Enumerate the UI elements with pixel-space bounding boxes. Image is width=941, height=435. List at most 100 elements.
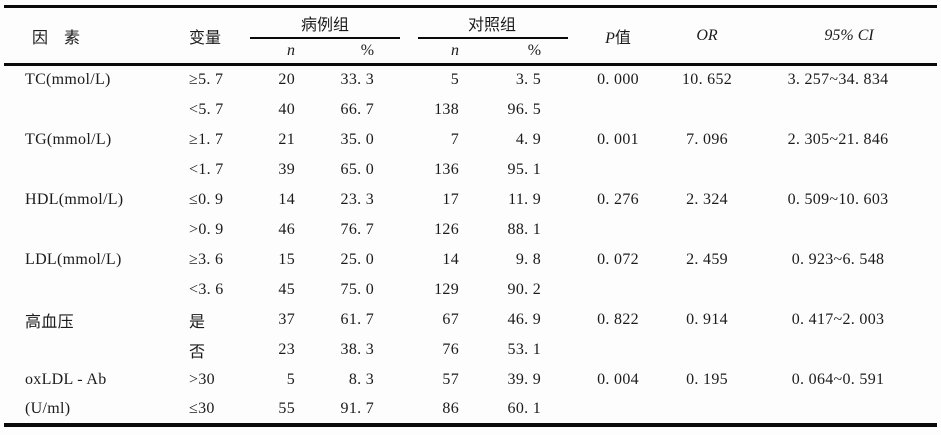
cell-variable: ≥1. 7 [189, 130, 224, 148]
cell-case-pct: 35. 0 [340, 130, 375, 148]
header-factor: 因 素 [4, 6, 169, 66]
cell-or [675, 335, 739, 365]
cell-ci: 3. 257~34. 834 [787, 71, 889, 89]
cell-or: 2. 459 [686, 250, 728, 268]
header-case-group: 病例组 [245, 7, 401, 39]
p-value-suffix-label: 值 [614, 29, 631, 47]
cell-ci: 2. 305~21. 846 [787, 130, 889, 148]
cell-ctrl-pct: 11. 9 [508, 190, 542, 208]
header-control-group: 对照组 [394, 7, 569, 39]
cell-ctrl-n: 57 [442, 370, 460, 388]
cell-variable: >0. 9 [189, 220, 224, 238]
cell-or [675, 395, 739, 425]
cell-variable: <5. 7 [189, 100, 224, 118]
cell-ctrl-pct: 46. 9 [507, 310, 542, 328]
cell-case-n: 20 [278, 71, 295, 89]
cell-factor: (U/ml) [25, 399, 71, 417]
table-row: (U/ml) ≤30 55 91. 7 86 60. 1 [4, 395, 937, 425]
header-case-percent: % [315, 38, 395, 66]
cell-ctrl-n: 7 [450, 130, 460, 148]
cell-p [561, 395, 675, 425]
cell-ctrl-n: 126 [434, 220, 460, 238]
cell-ctrl-n: 5 [450, 71, 460, 89]
cell-p: 0. 822 [597, 310, 639, 328]
cell-ci [739, 155, 937, 185]
cell-p [561, 95, 675, 125]
cell-ci: 0. 509~10. 603 [787, 190, 889, 208]
cell-or [675, 215, 739, 245]
header-confidence-interval: 95% CI [739, 6, 938, 66]
cell-case-pct: 25. 0 [340, 250, 375, 268]
cell-case-n: 55 [278, 399, 295, 417]
table-row: 否 23 38. 3 76 53. 1 [4, 335, 937, 365]
cell-or: 0. 914 [686, 310, 728, 328]
cell-ctrl-n: 14 [442, 250, 460, 268]
cell-or: 2. 324 [686, 190, 728, 208]
table-row: <5. 7 40 66. 7 138 96. 5 [4, 95, 937, 125]
cell-ctrl-n: 17 [442, 190, 460, 208]
cell-ctrl-n: 76 [442, 340, 460, 358]
cell-ctrl-pct: 9. 8 [515, 250, 542, 268]
cell-case-n: 39 [278, 160, 295, 178]
table-row: <1. 7 39 65. 0 136 95. 1 [4, 155, 937, 185]
cell-p [561, 335, 675, 365]
cell-variable: ≥5. 7 [189, 71, 224, 89]
cell-factor: TC(mmol/L) [25, 71, 111, 89]
cell-ctrl-n: 129 [434, 280, 460, 298]
table-row: 高血压 是 37 61. 7 67 46. 9 0. 822 0. 914 0. 417~2. … [4, 305, 937, 335]
cell-factor [4, 335, 169, 365]
cell-case-pct: 38. 3 [340, 340, 375, 358]
cell-case-pct: 91. 7 [340, 399, 375, 417]
table-row: TC(mmol/L) ≥5. 7 20 33. 3 5 3. 5 0. 000 10. 652… [4, 65, 937, 95]
cell-p: 0. 072 [597, 250, 639, 268]
cell-case-pct: 76. 7 [340, 220, 375, 238]
cell-ctrl-pct: 90. 2 [507, 280, 542, 298]
cell-p [561, 215, 675, 245]
cell-variable: >30 [189, 370, 215, 388]
cell-ci: 0. 417~2. 003 [791, 310, 885, 328]
cell-variable: <3. 6 [189, 280, 224, 298]
cell-p: 0. 001 [597, 130, 639, 148]
cell-variable: 否 [189, 343, 206, 361]
table-row: TG(mmol/L) ≥1. 7 21 35. 0 7 4. 9 0. 001 7. 096 2… [4, 125, 937, 155]
cell-ctrl-pct: 96. 5 [507, 100, 542, 118]
cell-case-pct: 65. 0 [340, 160, 375, 178]
header-row-subcolumns: n % n % [4, 38, 937, 66]
cell-case-n: 23 [278, 340, 295, 358]
cell-factor: HDL(mmol/L) [25, 190, 124, 208]
cell-case-n: 37 [278, 310, 295, 328]
cell-ctrl-pct: 53. 1 [507, 340, 542, 358]
cell-case-n: 21 [278, 130, 295, 148]
cell-variable: ≤30 [189, 399, 215, 417]
cell-p: 0. 000 [597, 71, 639, 89]
header-odds-ratio: OR [675, 6, 740, 66]
cell-case-n: 15 [278, 250, 295, 268]
cell-factor: TG(mmol/L) [25, 130, 112, 148]
table-row: LDL(mmol/L) ≥3. 6 15 25. 0 14 9. 8 0. 072 2. 45… [4, 245, 937, 275]
table-header: 因 素 变量 病例组 对照组 P值 OR 95% CI n % n % [4, 6, 938, 66]
cell-ctrl-n: 138 [434, 100, 460, 118]
cell-case-pct: 75. 0 [340, 280, 375, 298]
cell-factor: LDL(mmol/L) [25, 250, 122, 268]
cell-case-n: 40 [278, 100, 295, 118]
cell-ctrl-pct: 4. 9 [515, 130, 542, 148]
p-value-italic-label: P [605, 29, 615, 47]
cell-factor [4, 215, 169, 245]
cell-ci: 0. 064~0. 591 [791, 370, 885, 388]
cell-factor: oxLDL - Ab [25, 370, 107, 388]
header-control-n: n [394, 38, 480, 66]
cell-ctrl-pct: 95. 1 [507, 160, 542, 178]
cell-factor [4, 155, 169, 185]
cell-case-pct: 8. 3 [348, 370, 375, 388]
header-p-value: P值 [561, 6, 676, 66]
cell-or: 7. 096 [686, 130, 728, 148]
table-row: HDL(mmol/L) ≤0. 9 14 23. 3 17 11. 9 0. 276 2. 3… [4, 185, 937, 215]
cell-or: 0. 195 [686, 370, 728, 388]
cell-ci [739, 95, 937, 125]
header-case-n: n [245, 38, 315, 66]
cell-ci [739, 395, 937, 425]
cell-case-pct: 23. 3 [340, 190, 375, 208]
cell-case-n: 14 [278, 190, 295, 208]
cell-ctrl-pct: 88. 1 [507, 220, 542, 238]
